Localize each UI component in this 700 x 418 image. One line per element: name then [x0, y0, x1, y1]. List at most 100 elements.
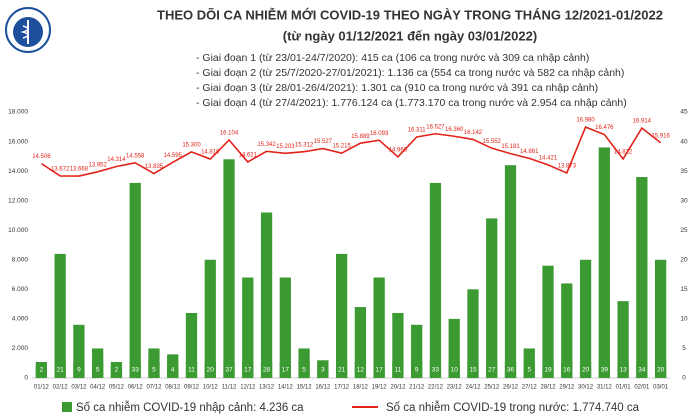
bar-label: 13 [619, 367, 627, 374]
bar [636, 177, 648, 378]
x-tick-label: 02/12 [53, 385, 69, 391]
bar [354, 307, 367, 378]
logo [5, 7, 51, 53]
point-label: 16.104 [220, 131, 239, 137]
x-tick-label: 18/12 [353, 385, 369, 391]
point-label: 15.552 [483, 139, 502, 145]
point-label: 16.527 [426, 124, 445, 130]
point-label: 16.311 [408, 128, 427, 134]
bar-label-bg [110, 362, 123, 378]
y2-tick-label: 30 [680, 197, 688, 204]
bar-label-bg [279, 362, 291, 378]
bar-label: 19 [544, 367, 552, 374]
bar-label: 17 [376, 367, 384, 374]
bar-label: 37 [225, 367, 233, 374]
bar-label-bg [185, 362, 198, 378]
x-tick-label: 19/12 [372, 385, 388, 391]
bar [654, 259, 667, 378]
point-label: 15.342 [257, 142, 276, 148]
bar [335, 253, 348, 378]
bar-label: 5 [152, 367, 156, 374]
y-tick-label: 18.000 [8, 109, 28, 116]
bar-label-bg [467, 362, 479, 378]
bar-label-bg [54, 362, 66, 378]
annotation: - Giai đoạn 4 (từ 27/4/2021): 1.776.124 … [196, 97, 627, 109]
y2-tick-label: 5 [682, 345, 686, 352]
x-tick-label: 02/01 [634, 385, 650, 391]
bar [373, 277, 385, 378]
bar-label-bg [579, 362, 592, 378]
x-tick-label: 01/12 [34, 385, 50, 391]
bar [579, 259, 592, 378]
bar-label-bg [429, 362, 442, 378]
bar [504, 165, 517, 378]
point-label: 15.916 [651, 133, 670, 139]
y-tick-label: 10.000 [8, 227, 28, 234]
bar-label: 36 [507, 367, 515, 374]
x-tick-label: 14/12 [278, 385, 294, 391]
x-tick-label: 24/12 [465, 385, 481, 391]
bar [242, 277, 254, 378]
bar-label-bg [167, 362, 179, 378]
x-tick-label: 08/12 [165, 385, 181, 391]
y-tick-label: 6.000 [12, 286, 29, 293]
y2-tick-label: 40 [680, 138, 688, 145]
point-label: 14.558 [126, 153, 145, 159]
bar-label: 28 [263, 367, 271, 374]
point-label: 14.595 [164, 153, 183, 159]
x-tick-label: 22/12 [428, 385, 444, 391]
point-label: 13.668 [70, 167, 89, 173]
point-label: 14.421 [539, 155, 558, 161]
bar [223, 159, 235, 378]
bar-label-bg [73, 362, 85, 378]
point-label: 15.889 [351, 134, 370, 140]
x-tick-label: 13/12 [259, 385, 275, 391]
bar-label: 20 [582, 367, 590, 374]
point-label: 13.672 [51, 167, 70, 173]
bar-label-bg [298, 362, 310, 378]
bar-label: 17 [244, 367, 252, 374]
legend-label: Số ca nhiễm COVID-19 trong nước: 1.774.7… [386, 401, 640, 414]
bar-label-bg [654, 362, 667, 378]
point-label: 13.873 [558, 164, 577, 170]
x-tick-label: 07/12 [146, 385, 162, 391]
bar-label-bg [92, 362, 104, 378]
x-tick-label: 12/12 [240, 385, 256, 391]
bar [279, 277, 291, 378]
bar [260, 212, 273, 378]
bar-label-bg [317, 362, 329, 378]
point-label: 14.966 [389, 147, 408, 153]
point-label: 14.819 [201, 150, 220, 156]
annotation: - Giai đoạn 2 (từ 25/7/2020-27/01/2021):… [196, 67, 624, 79]
line [40, 126, 662, 177]
annotation: - Giai đoạn 1 (từ 23/01-24/7/2020): 415 … [196, 52, 589, 64]
bar [129, 182, 141, 378]
point-label: 16.360 [445, 127, 464, 133]
bar [429, 182, 442, 378]
x-tick-label: 26/12 [503, 385, 519, 391]
bar [598, 147, 610, 378]
bar [54, 253, 66, 378]
x-tick-label: 20/12 [390, 385, 406, 391]
x-tick-label: 10/12 [203, 385, 219, 391]
bar-label: 4 [171, 367, 175, 374]
bar [617, 301, 629, 378]
bar [561, 283, 573, 378]
x-tick-label: 11/12 [222, 385, 237, 391]
bar-label-bg [523, 362, 535, 378]
y2-tick-label: 45 [680, 109, 688, 116]
x-tick-label: 23/12 [447, 385, 463, 391]
x-tick-label: 05/12 [109, 385, 125, 391]
bar [73, 324, 85, 378]
x-tick-label: 03/01 [653, 385, 669, 391]
y-tick-label: 2.000 [12, 345, 29, 352]
bar-label: 5 [527, 367, 531, 374]
x-tick-label: 21/12 [409, 385, 425, 391]
y2-tick-label: 25 [680, 227, 688, 234]
bar [448, 318, 460, 378]
annotation: - Giai đoạn 3 (từ 28/01-26/4/2021): 1.30… [196, 82, 598, 94]
x-tick-label: 31/12 [597, 385, 613, 391]
x-tick-label: 25/12 [484, 385, 500, 391]
bar-label-bg [373, 362, 385, 378]
bar-label-bg [598, 362, 610, 378]
